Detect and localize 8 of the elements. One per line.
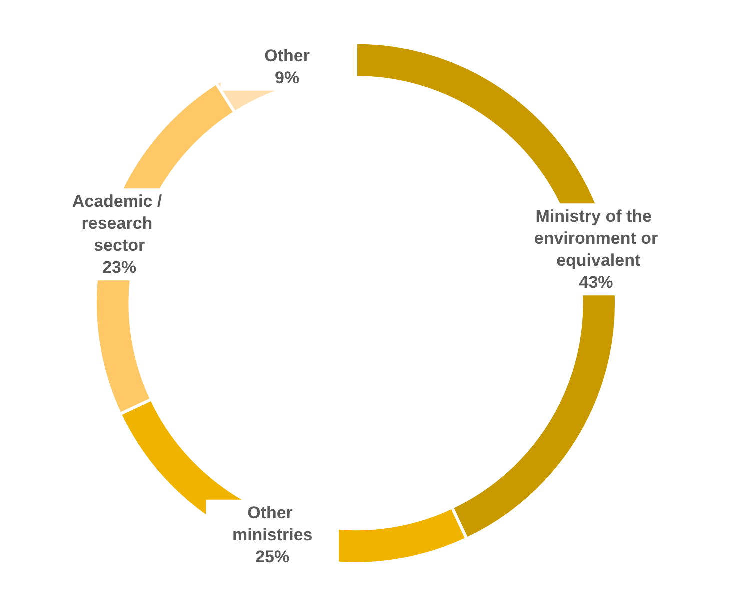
- slice-label: Ministry of the environment or equivalent: [534, 207, 658, 270]
- slice-label: Academic / research sector: [72, 192, 167, 256]
- data-label: 9%: [275, 68, 300, 88]
- data-label: 25%: [256, 547, 290, 566]
- data-label: 43%: [579, 273, 614, 292]
- slice-label: Other: [264, 46, 310, 66]
- data-label: 23%: [102, 258, 137, 278]
- slice-label: Other ministries: [232, 503, 313, 544]
